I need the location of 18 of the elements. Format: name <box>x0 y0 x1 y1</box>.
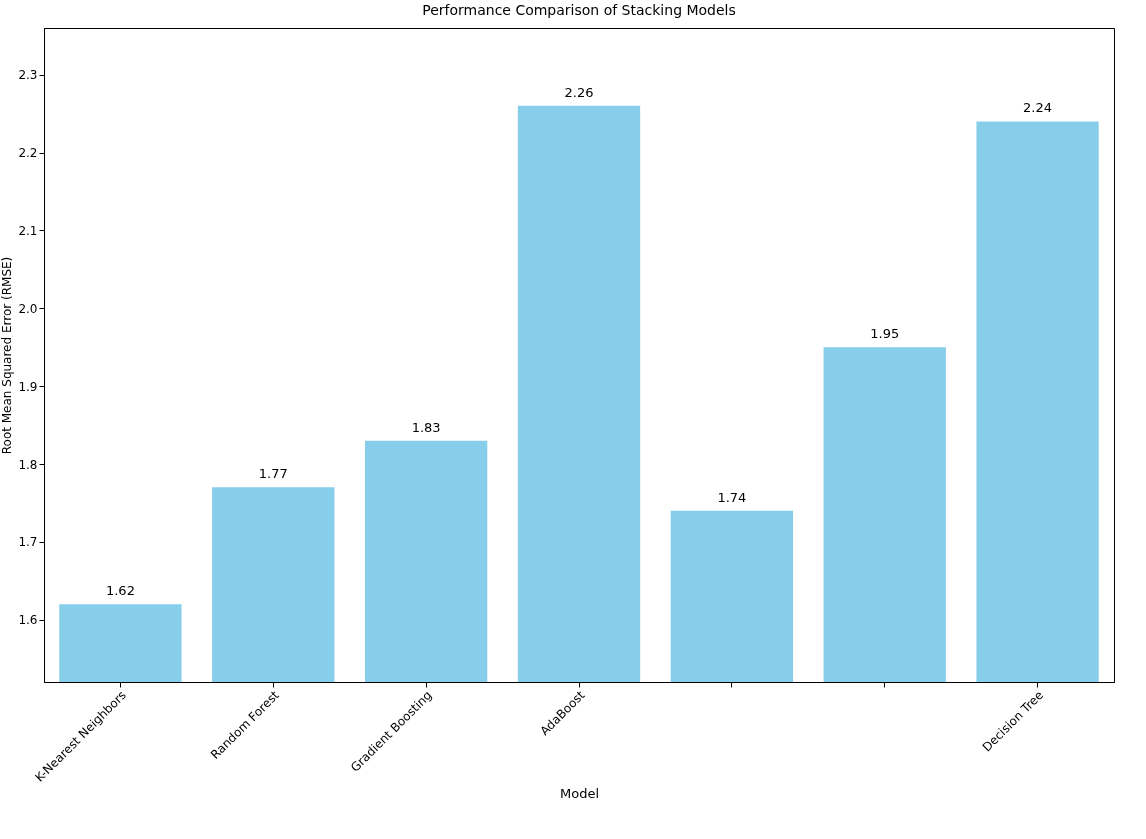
y-tick-label: 2.2 <box>18 146 38 161</box>
data-label: 2.26 <box>564 84 594 100</box>
y-tick-label: 1.9 <box>18 379 38 394</box>
y-tick-label: 1.7 <box>18 535 38 550</box>
y-axis-title: Root Mean Squared Error (RMSE) <box>0 256 15 455</box>
data-label: 1.77 <box>258 466 288 482</box>
data-label: 1.62 <box>105 583 135 599</box>
data-label: 1.83 <box>411 419 441 435</box>
y-tick-label: 2.0 <box>18 301 38 316</box>
y-tick-label: 2.1 <box>18 223 38 238</box>
data-label: 2.24 <box>1023 100 1053 116</box>
data-label: 1.74 <box>717 489 747 505</box>
chart-title: Performance Comparison of Stacking Models <box>422 2 736 18</box>
data-label: 1.95 <box>870 326 900 342</box>
y-tick-label: 1.6 <box>18 613 38 628</box>
y-tick-label: 2.3 <box>18 68 38 83</box>
x-axis-title: Model <box>559 785 600 801</box>
y-tick-label: 1.8 <box>18 457 38 472</box>
